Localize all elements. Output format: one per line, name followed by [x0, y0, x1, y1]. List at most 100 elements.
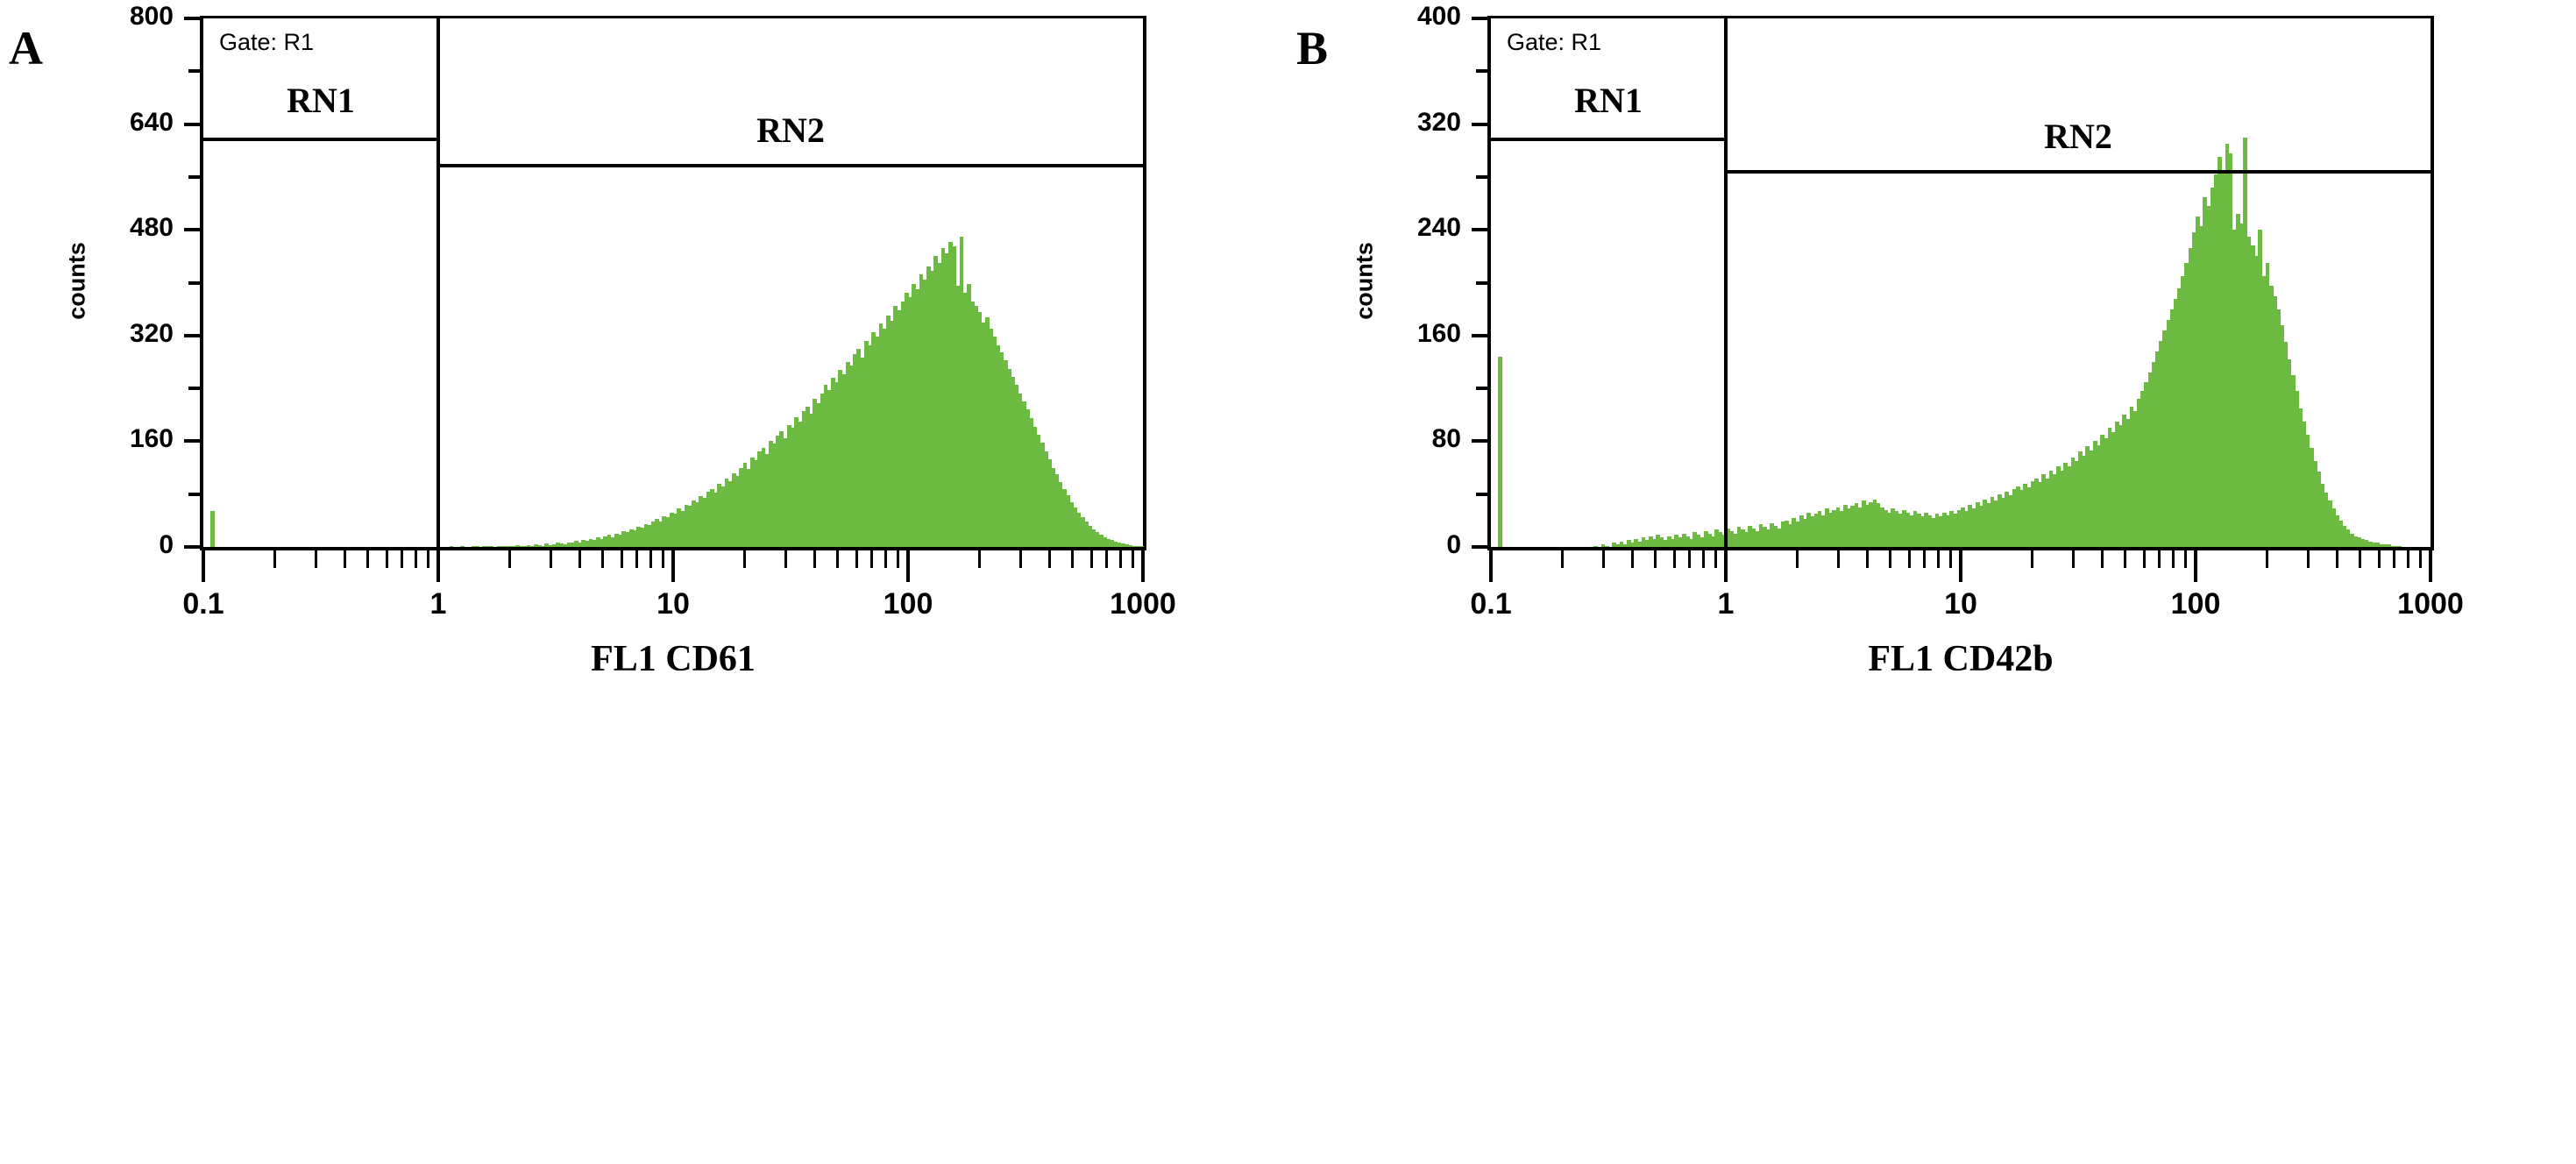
histogram-bar — [2246, 236, 2252, 547]
x-axis-minor-tick — [2336, 550, 2339, 568]
histogram-bar — [1080, 517, 1085, 547]
histogram-bar — [673, 514, 678, 547]
x-axis-minor-tick — [1866, 550, 1870, 568]
histogram-bar — [2169, 309, 2175, 547]
histogram-bar — [684, 504, 689, 547]
histogram-bar — [658, 522, 664, 547]
histogram-bar — [1938, 516, 1943, 547]
histogram-bar — [2166, 319, 2171, 547]
histogram-bar — [786, 424, 791, 547]
histogram-bar — [2389, 545, 2395, 547]
y-axis-tick-label: 640 — [129, 107, 174, 137]
x-axis-minor-tick — [2101, 550, 2104, 568]
x-axis-tick-label: 0.1 — [182, 587, 224, 621]
histogram-bar — [735, 475, 740, 547]
histogram-bar — [519, 545, 523, 547]
histogram-bar — [1003, 360, 1008, 547]
histogram-bar — [912, 284, 916, 547]
histogram-bar — [573, 541, 578, 547]
x-axis-minor-tick — [2377, 550, 2381, 568]
histogram-bar — [1641, 537, 1646, 547]
histogram-bar — [2055, 466, 2061, 547]
histogram-bar — [504, 546, 509, 547]
rn2-region-label: RN2 — [2044, 117, 2112, 157]
x-axis-tick-label: 1000 — [1110, 587, 1176, 621]
histogram-bar — [1785, 520, 1789, 547]
histogram-bar — [544, 543, 550, 547]
histogram-bar — [691, 500, 696, 547]
x-axis-minor-tick — [2265, 550, 2268, 568]
histogram-bar — [1850, 506, 1856, 547]
histogram-bar — [727, 481, 733, 547]
x-axis-minor-tick — [1631, 550, 1635, 568]
histogram-bar — [1689, 538, 1693, 547]
rn1-region-label: RN1 — [1574, 80, 1643, 120]
y-axis-minor-tick — [188, 69, 200, 74]
histogram-bar — [831, 378, 835, 547]
histogram-bar — [1762, 527, 1767, 547]
histogram-bar — [655, 519, 659, 547]
histogram-bar — [2033, 478, 2039, 547]
histogram-bar — [1637, 541, 1643, 547]
histogram-bar — [816, 402, 821, 547]
histogram-bar — [2154, 351, 2160, 547]
histogram-bar — [948, 241, 953, 547]
histogram-bar — [2228, 153, 2233, 547]
histogram-bar — [1835, 507, 1841, 547]
x-axis-minor-tick — [1672, 550, 1676, 568]
histogram-bar — [1733, 533, 1738, 547]
x-axis-minor-tick — [2359, 550, 2362, 568]
rn1-gate-bracket — [203, 137, 438, 141]
x-axis-minor-tick — [635, 550, 639, 568]
histogram-bar — [1073, 507, 1078, 547]
histogram-bar — [578, 542, 582, 547]
histogram-bar — [621, 530, 627, 547]
histogram-bar — [1810, 516, 1815, 547]
histogram-bar — [967, 284, 971, 547]
histogram-bar — [1876, 503, 1881, 547]
x-axis-minor-tick — [2407, 550, 2410, 568]
x-axis-minor-tick — [870, 550, 874, 568]
x-axis-minor-tick — [1702, 550, 1706, 568]
histogram-bar — [2196, 216, 2200, 547]
histogram — [203, 18, 1144, 547]
histogram-bar — [1707, 533, 1712, 547]
histogram-bar — [471, 546, 476, 547]
histogram-bar — [1993, 500, 1998, 547]
y-axis-tick — [1472, 439, 1487, 444]
histogram-bar — [2320, 483, 2325, 547]
histogram-bar — [1770, 522, 1775, 547]
histogram-bar — [2290, 375, 2296, 547]
histogram-bar — [647, 525, 652, 547]
histogram-bar — [933, 256, 939, 547]
histogram-bar — [2302, 421, 2307, 547]
histogram-bar — [529, 545, 535, 547]
rn1-gate-bracket — [1491, 137, 1726, 141]
histogram-bar — [1117, 543, 1122, 547]
x-axis-minor-tick — [314, 550, 317, 568]
histogram-bar — [1964, 511, 1969, 547]
gate-annotation: Gate: R1 — [1507, 29, 1602, 55]
histogram-bar — [2082, 455, 2086, 547]
histogram-bar — [1681, 533, 1686, 547]
x-axis-minor-tick — [2071, 550, 2075, 568]
histogram-bar — [2360, 538, 2366, 547]
y-axis-minor-tick — [1476, 69, 1487, 74]
x-axis-tick-label: 100 — [2170, 587, 2221, 621]
histogram-bar — [1040, 442, 1045, 547]
histogram-bar — [702, 498, 707, 547]
plot-area: Gate: R1 RN1 RN2 — [1487, 16, 2434, 550]
histogram-bar — [977, 312, 983, 547]
histogram-bar — [2218, 157, 2222, 547]
histogram-bar — [2265, 262, 2270, 547]
histogram-bar — [1671, 538, 1675, 547]
x-axis-minor-tick — [1119, 550, 1123, 568]
histogram-bar — [2052, 474, 2057, 547]
histogram-bar — [1714, 529, 1720, 547]
histogram-bar — [1780, 522, 1785, 547]
x-axis-tick-label: 1 — [429, 587, 447, 621]
histogram-bar — [1857, 507, 1863, 547]
histogram-bar — [1854, 503, 1859, 547]
y-axis-tick-label: 0 — [159, 530, 174, 559]
